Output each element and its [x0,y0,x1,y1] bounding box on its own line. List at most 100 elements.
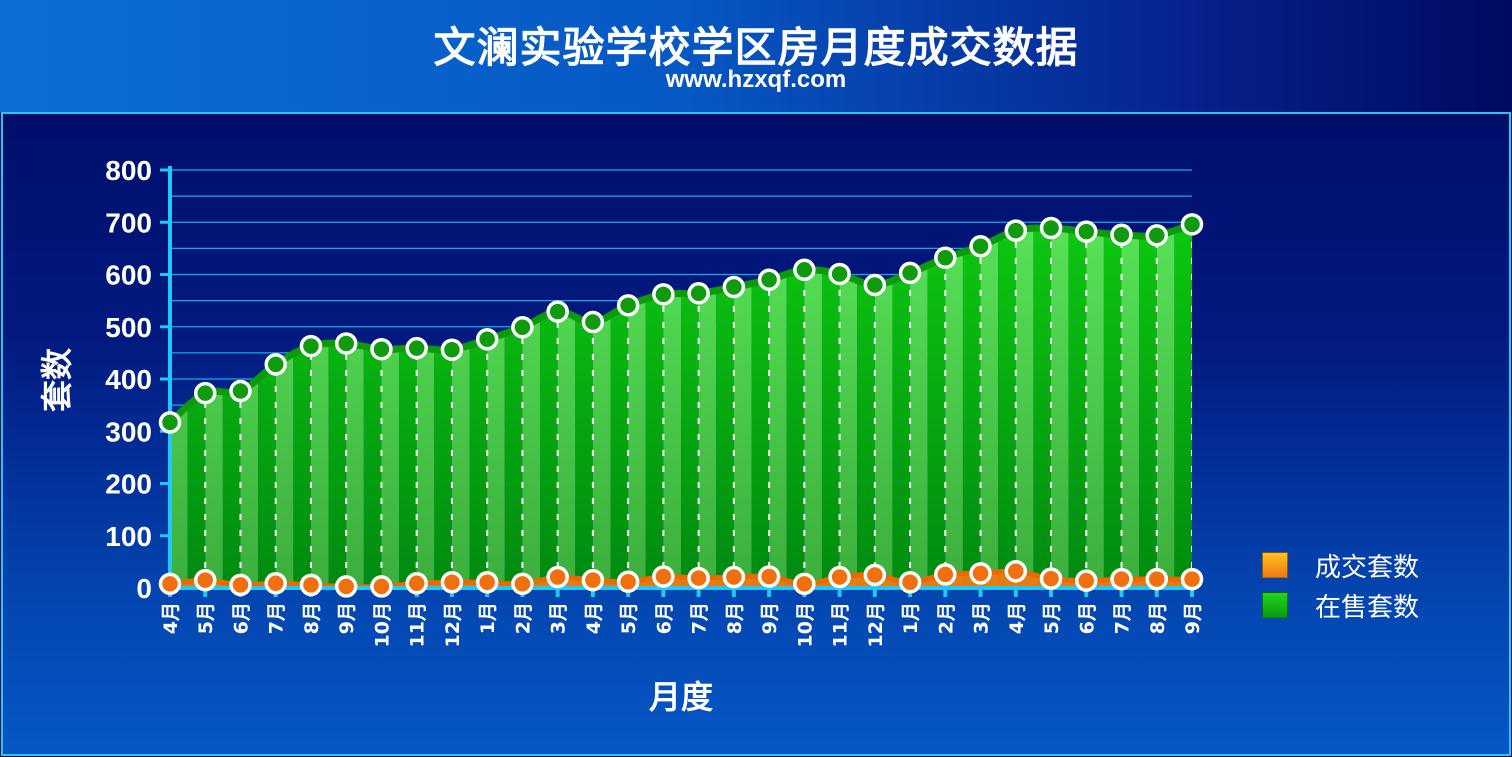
sold-point [546,565,569,589]
listed-point [1075,220,1098,243]
y-tick-label: 100 [105,521,152,552]
y-tick-label: 300 [105,416,152,447]
y-tick-label: 500 [105,312,152,343]
x-tick-label: 12月 [865,602,887,647]
sold-point [687,566,710,590]
x-tick-label: 7月 [1112,602,1134,634]
listed-point [1039,216,1063,240]
legend-label-sold: 成交套数 [1315,552,1420,583]
x-tick-label: 4月 [160,602,182,634]
sold-point [934,563,957,586]
sold-point [1039,567,1063,590]
x-tick-label: 5月 [195,602,217,634]
sold-point [616,570,640,593]
area-band-dark [716,224,734,588]
listed-point [757,268,781,291]
listed-point [616,294,640,317]
x-tick-label: 9月 [1182,602,1204,634]
listed-area [167,220,1194,590]
sold-point [264,572,287,595]
header-banner: 文澜实验学校学区房月度成交数据 www.hzxqf.com [0,0,1512,112]
area-band-dark [187,224,206,588]
area-band-light [1156,224,1175,588]
area-band-dark [540,224,558,588]
listed-point [722,275,746,299]
data-points [158,213,1204,598]
y-tick-label: 700 [105,207,152,238]
area-band-dark [857,224,875,588]
area-band-light [980,224,999,588]
y-tick-label: 0 [136,573,152,604]
legend-item-sold: 成交套数 [1262,550,1419,583]
x-tick-label: 10月 [371,602,393,647]
x-tick-label: 10月 [794,602,816,647]
x-tick-label: 11月 [830,602,852,647]
area-band-dark [1139,224,1157,588]
area-band-dark [962,224,981,588]
listed-point [969,235,992,258]
listed-point [1180,213,1204,236]
x-tick-label: 1月 [900,602,922,634]
listed-point [405,336,428,360]
x-tick-label: 8月 [301,602,323,634]
area-band-dark [821,224,840,588]
area-band-dark [927,224,946,588]
area-band-light [240,224,259,588]
area-band-dark [1068,224,1087,588]
x-tick-label: 2月 [512,602,534,634]
sold-point [229,573,252,597]
sold-point [475,571,499,594]
area-band-light [1121,224,1140,588]
legend-item-listed: 在售套数 [1262,590,1419,623]
x-tick-label: 6月 [230,602,252,634]
listed-point [440,338,464,361]
x-tick-label: 6月 [1076,602,1098,634]
area-band-light [663,224,681,588]
listed-point [934,246,957,270]
listed-point [334,332,358,355]
listed-point [299,334,323,358]
listed-point [229,379,252,403]
sold-point [828,565,851,589]
x-tick-label: 8月 [1147,602,1169,634]
x-tick-label: 5月 [1041,602,1063,634]
area-band-light [910,224,928,588]
sold-point [898,571,922,594]
y-axis-title: 套数 [38,347,76,412]
area-band-light [310,224,329,588]
sold-point [299,573,323,597]
listed-point [1004,219,1028,242]
area-band-dark [645,224,664,588]
area-band-light [346,224,364,588]
area-band-dark [575,224,593,588]
x-tick-label: 3月 [971,602,993,634]
sold-point [793,572,816,596]
chart-title: 文澜实验学校学区房月度成交数据 [433,23,1079,72]
x-tick-label: 8月 [724,602,746,634]
listed-point [158,411,182,434]
area-band-dark [998,224,1016,588]
x-tick-label: 4月 [1006,602,1028,634]
x-tick-label: 9月 [759,602,781,634]
area-band-light [205,224,223,588]
listed-area-bands [170,224,1192,588]
area-band-light [839,224,858,588]
sold-point [1145,567,1169,591]
x-tick-label: 3月 [548,602,570,634]
sold-point [440,571,464,594]
y-tick-label: 800 [105,155,152,186]
area-band-dark [786,224,805,588]
chart-subtitle: www.hzxqf.com [665,66,847,93]
sold-point [193,568,217,592]
x-tick-label: 2月 [935,602,957,634]
legend-swatch-listed [1262,592,1288,618]
y-tick-label: 600 [105,260,152,291]
sold-point [652,565,675,588]
area-band-dark [328,224,347,588]
axis-labels: 0 100 200 300 400 500 600 700 800 4月 5月 6月 7月 8月 9月 10月… [38,155,1204,716]
listed-point [652,283,675,306]
x-tick-label: 7月 [689,602,711,634]
listed-point [828,262,851,286]
y-tick-label: 200 [105,469,152,500]
